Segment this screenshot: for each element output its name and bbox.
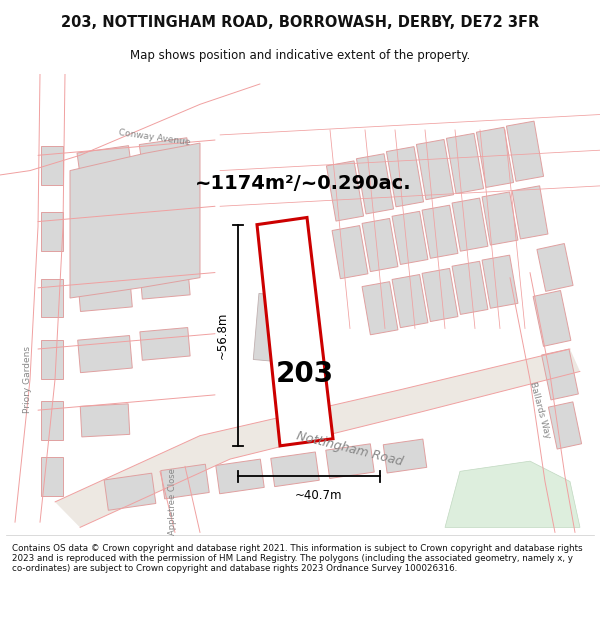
Polygon shape: [452, 261, 488, 314]
Polygon shape: [362, 219, 398, 272]
Polygon shape: [386, 147, 424, 207]
Polygon shape: [41, 401, 63, 440]
Text: Contains OS data © Crown copyright and database right 2021. This information is : Contains OS data © Crown copyright and d…: [12, 544, 583, 573]
Polygon shape: [392, 211, 428, 264]
Text: Ballards Way: Ballards Way: [528, 381, 552, 439]
Polygon shape: [446, 133, 484, 194]
Polygon shape: [383, 439, 427, 473]
Polygon shape: [326, 444, 374, 479]
Text: Nottingham Road: Nottingham Road: [295, 429, 404, 469]
Polygon shape: [422, 205, 458, 258]
Polygon shape: [356, 154, 394, 214]
Polygon shape: [422, 268, 458, 321]
Text: ~1174m²/~0.290ac.: ~1174m²/~0.290ac.: [195, 174, 412, 193]
Polygon shape: [139, 199, 191, 234]
Polygon shape: [445, 461, 580, 528]
Text: Priory Gardens: Priory Gardens: [23, 346, 32, 413]
Polygon shape: [512, 186, 548, 239]
Polygon shape: [104, 473, 156, 510]
Polygon shape: [271, 452, 319, 487]
Polygon shape: [548, 402, 581, 449]
Polygon shape: [41, 146, 63, 185]
Text: Conway Avenue: Conway Avenue: [118, 129, 191, 148]
Polygon shape: [332, 226, 368, 279]
Polygon shape: [78, 274, 132, 311]
Polygon shape: [55, 349, 580, 528]
Polygon shape: [506, 121, 544, 181]
Polygon shape: [77, 207, 133, 246]
Polygon shape: [41, 340, 63, 379]
Polygon shape: [253, 294, 307, 364]
Polygon shape: [326, 161, 364, 221]
Polygon shape: [476, 127, 514, 188]
Text: Appletree Close: Appletree Close: [168, 469, 177, 536]
Polygon shape: [533, 291, 571, 346]
Polygon shape: [416, 139, 454, 199]
Text: ~40.7m: ~40.7m: [295, 489, 343, 502]
Polygon shape: [70, 143, 200, 298]
Polygon shape: [362, 282, 398, 335]
Polygon shape: [161, 464, 209, 499]
Polygon shape: [482, 192, 518, 245]
Polygon shape: [452, 198, 488, 251]
Text: ~56.8m: ~56.8m: [216, 311, 229, 359]
Polygon shape: [140, 266, 190, 299]
Polygon shape: [139, 138, 191, 173]
Polygon shape: [257, 217, 333, 446]
Polygon shape: [41, 279, 63, 318]
Polygon shape: [41, 213, 63, 251]
Text: 203, NOTTINGHAM ROAD, BORROWASH, DERBY, DE72 3FR: 203, NOTTINGHAM ROAD, BORROWASH, DERBY, …: [61, 14, 539, 29]
Polygon shape: [537, 244, 573, 291]
Polygon shape: [140, 328, 190, 360]
Polygon shape: [542, 349, 578, 400]
Polygon shape: [482, 255, 518, 308]
Polygon shape: [392, 274, 428, 328]
Polygon shape: [77, 146, 133, 186]
Polygon shape: [41, 457, 63, 496]
Text: 203: 203: [276, 361, 334, 389]
Polygon shape: [216, 459, 264, 494]
Polygon shape: [78, 336, 132, 372]
Polygon shape: [80, 404, 130, 437]
Text: Map shows position and indicative extent of the property.: Map shows position and indicative extent…: [130, 49, 470, 62]
